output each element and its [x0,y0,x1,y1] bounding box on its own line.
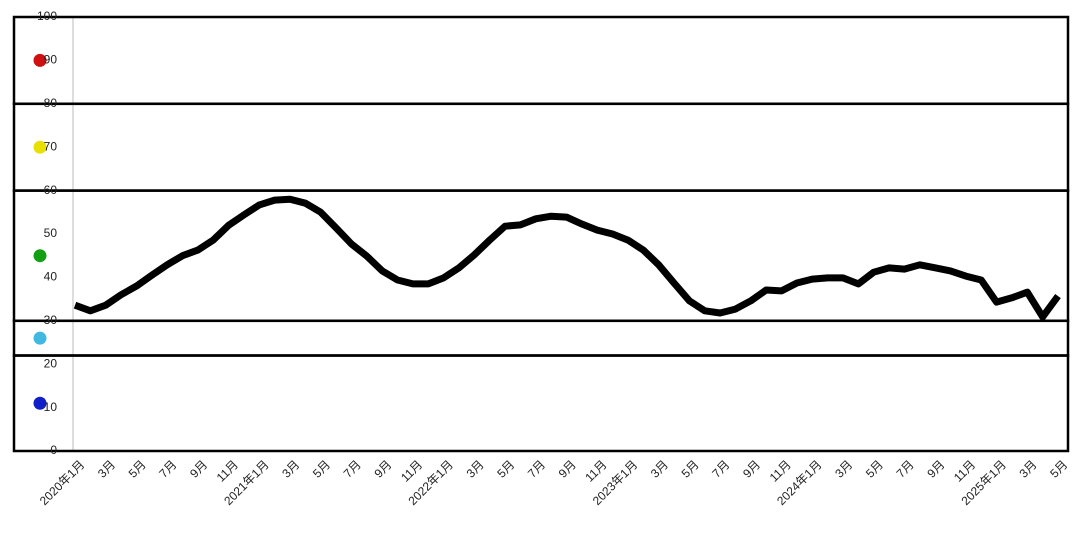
y-tick-label: 20 [44,356,58,370]
zone-dot [33,249,47,263]
zone-box [12,319,1070,357]
y-tick-label: 90 [44,53,58,67]
x-tick-label: 9月 [371,457,394,480]
x-tick-label: 9月 [740,457,763,480]
x-tick-label: 11月 [214,457,241,484]
y-tick-label: 50 [44,226,58,240]
zone-dot [33,140,47,154]
zone-box [12,15,1070,106]
x-tick-label: 11月 [951,457,978,484]
data-line [73,195,1061,321]
x-tick-label: 5月 [310,457,333,480]
zone-dot [33,331,47,345]
zone-box [12,189,1070,323]
x-tick-label: 3月 [464,457,487,480]
y-tick-label: 100 [37,9,57,23]
y-tick-label: 80 [44,96,58,110]
x-tick-label: 2020年1月 [37,457,87,507]
x-tick-label: 7月 [709,457,732,480]
x-tick-label: 9月 [187,457,210,480]
y-tick-label: 40 [44,270,58,284]
zone-dot [33,396,47,410]
x-tick-label: 7月 [341,457,364,480]
x-tick-label: 3月 [1017,457,1040,480]
y-tick-label: 30 [44,313,58,327]
x-tick-label: 5月 [679,457,702,480]
x-tick-label: 11月 [767,457,794,484]
zone-box [12,102,1070,192]
x-tick-label: 9月 [924,457,947,480]
x-tick-label: 11月 [582,457,609,484]
zone-box [12,354,1070,453]
x-tick-label: 7月 [894,457,917,480]
x-tick-label: 7月 [156,457,179,480]
y-tick-label: 0 [50,443,57,457]
x-tick-label: 5月 [863,457,886,480]
x-tick-label: 5月 [126,457,149,480]
x-tick-label: 7月 [525,457,548,480]
x-tick-label: 3月 [648,457,671,480]
y-tick-label: 10 [44,400,58,414]
x-tick-label: 3月 [279,457,302,480]
x-tick-label: 11月 [398,457,425,484]
y-tick-label: 70 [44,139,58,153]
x-tick-label: 5月 [1047,457,1070,480]
zone-dot [33,53,47,67]
x-tick-label: 3月 [832,457,855,480]
x-tick-label: 9月 [556,457,579,480]
y-tick-label: 60 [44,183,58,197]
x-tick-label: 5月 [494,457,517,480]
x-tick-label: 3月 [95,457,118,480]
